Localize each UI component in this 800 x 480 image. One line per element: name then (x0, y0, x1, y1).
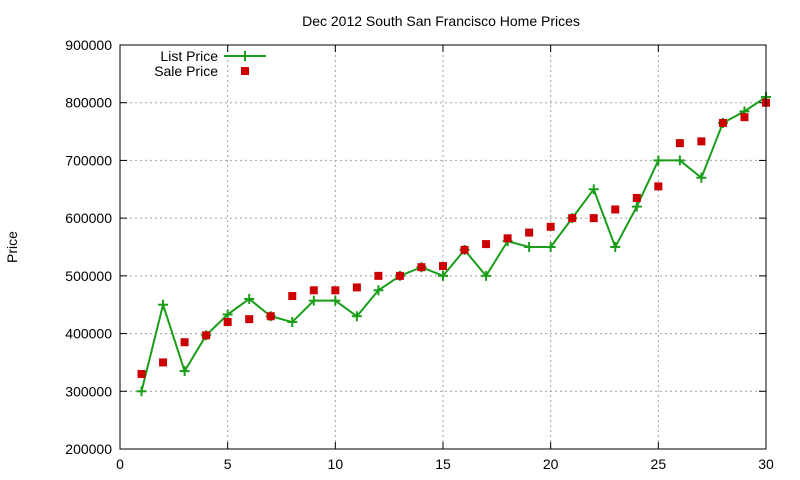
list-price-point (610, 242, 621, 252)
list-price-point (179, 366, 190, 377)
series-layer (136, 91, 771, 397)
list-price-point (524, 242, 535, 252)
sale-price-point (460, 245, 469, 254)
sale-price-point (374, 271, 383, 280)
sale-price-point (309, 286, 318, 295)
x-tick-label: 5 (224, 456, 232, 472)
legend-swatch-square (241, 67, 249, 75)
x-tick-label: 15 (435, 456, 451, 472)
sale-price-point (525, 228, 534, 237)
x-tick-label: 0 (116, 456, 124, 472)
sale-price-point (718, 118, 727, 127)
y-tick-label: 700000 (65, 152, 112, 168)
y-axis-label: Price (4, 231, 20, 263)
tick-labels: 0 5 10 15 20 25 30 200000 300000 400000 500000 6000… (65, 37, 774, 472)
list-price-point (481, 270, 492, 281)
sale-price-point (611, 205, 620, 214)
legend-label: Sale Price (154, 63, 218, 79)
sale-price-point (137, 369, 146, 378)
sale-price-point (589, 214, 598, 223)
sale-price-point (266, 312, 275, 321)
sale-price-point (180, 338, 189, 347)
chart-title: Dec 2012 South San Francisco Home Prices (302, 13, 580, 29)
sale-price-point (331, 286, 340, 295)
legend-swatch-marker (240, 51, 250, 61)
x-tick-label: 25 (651, 456, 667, 472)
list-price-point (287, 317, 298, 328)
y-tick-label: 600000 (65, 210, 112, 226)
sale-price-point (654, 182, 663, 191)
sale-price-point (395, 271, 404, 280)
list-price-point (653, 155, 664, 166)
list-price-point (696, 172, 707, 183)
x-tick-label: 30 (758, 456, 774, 472)
list-price-point (351, 311, 362, 322)
series-list-price (136, 91, 771, 397)
y-tick-label: 900000 (65, 37, 112, 53)
sale-price-point (439, 262, 447, 271)
list-price-point (438, 270, 448, 281)
list-price-line (140, 96, 767, 392)
list-price-point (674, 155, 685, 166)
sale-price-point (223, 318, 232, 327)
list-price-point (158, 299, 169, 310)
sale-price-point (675, 139, 684, 148)
y-tick-label: 800000 (65, 95, 112, 111)
list-price-point (545, 242, 556, 252)
list-price-point (631, 201, 642, 212)
sale-price-point (482, 240, 491, 249)
sale-price-point (546, 222, 555, 231)
list-price-point (136, 386, 147, 397)
list-price-point (588, 184, 599, 195)
sale-price-point (568, 214, 577, 223)
y-tick-label: 500000 (65, 268, 112, 284)
sale-price-point (202, 331, 211, 340)
plot-frame (119, 44, 767, 450)
x-tick-label: 20 (543, 456, 559, 472)
sale-price-point (503, 234, 512, 243)
sale-price-point (417, 263, 426, 272)
y-tick-label: 200000 (65, 441, 112, 457)
sale-price-point (159, 358, 168, 367)
list-price-point (222, 309, 233, 320)
list-price-point (373, 285, 384, 296)
list-price-point (330, 295, 341, 306)
y-tick-label: 300000 (65, 383, 112, 399)
sale-price-point (740, 113, 749, 122)
sale-price-point (632, 193, 641, 202)
y-tick-label: 400000 (65, 326, 112, 342)
grid (120, 45, 766, 449)
list-price-point (308, 295, 319, 306)
sale-price-point (352, 283, 361, 292)
sale-price-point (697, 137, 706, 146)
sale-price-point (288, 292, 297, 301)
legend-label: List Price (160, 48, 218, 64)
x-tick-label: 10 (328, 456, 344, 472)
series-sale-price (137, 98, 770, 378)
sale-price-point (245, 315, 254, 324)
list-price-point (244, 293, 255, 304)
